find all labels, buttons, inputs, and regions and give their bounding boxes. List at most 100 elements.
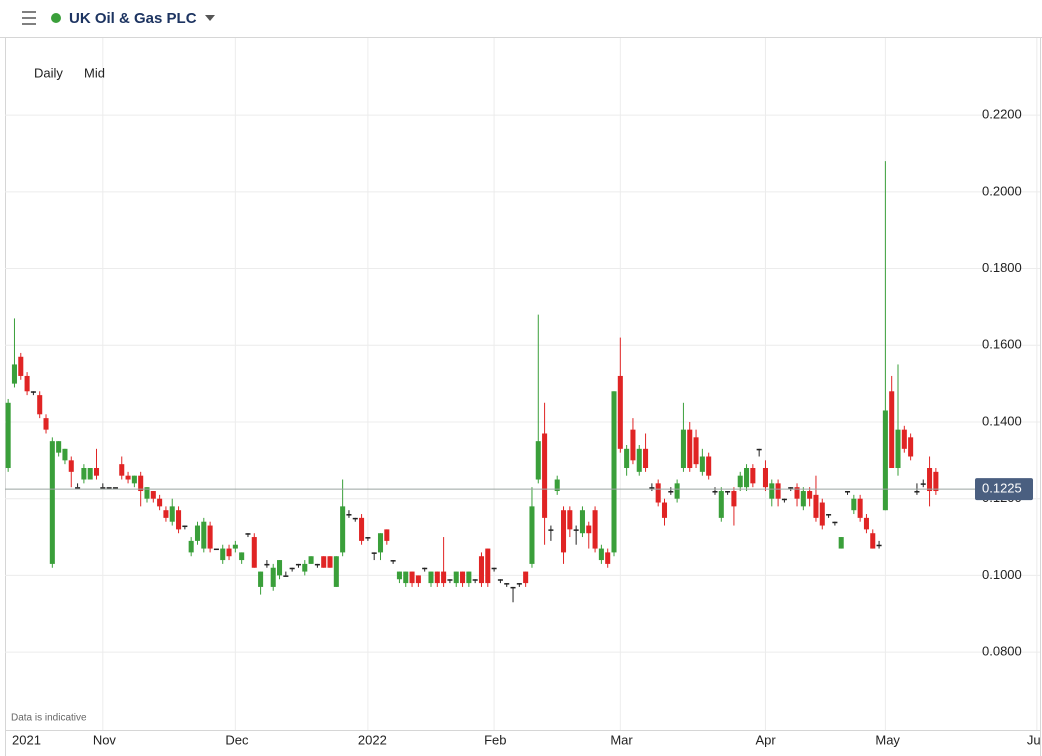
- menu-icon[interactable]: [22, 11, 36, 25]
- candle-body: [542, 433, 548, 518]
- candle-body: [668, 491, 674, 493]
- candle-body: [239, 552, 245, 561]
- candle-body: [775, 483, 781, 499]
- candle-body: [661, 502, 668, 518]
- candle-body: [655, 483, 661, 503]
- candle-body: [819, 502, 825, 526]
- candle-body: [863, 517, 869, 530]
- candle-body: [112, 487, 118, 489]
- candle-body: [106, 487, 112, 489]
- candle-body: [295, 563, 301, 566]
- candle-body: [226, 548, 232, 557]
- candle-body: [794, 487, 800, 499]
- candle-body: [409, 571, 415, 584]
- candle-body: [712, 491, 718, 493]
- candle-body: [762, 468, 768, 488]
- candle-body: [138, 475, 144, 492]
- candle-body: [30, 391, 36, 393]
- x-tick-label: Feb: [484, 732, 506, 747]
- candle-body: [24, 375, 30, 392]
- candle-body: [258, 571, 264, 587]
- candle-body: [150, 491, 156, 499]
- candle-body: [251, 537, 257, 568]
- candle-body: [302, 563, 308, 572]
- y-tick-label: 0.2200: [982, 107, 1022, 122]
- candle-body: [390, 560, 396, 562]
- candle-body: [182, 525, 188, 528]
- instrument-title[interactable]: UK Oil & Gas PLC: [69, 10, 197, 27]
- candle-body: [352, 517, 358, 520]
- y-tick-label: 0.1800: [982, 260, 1022, 275]
- candle-body: [213, 548, 219, 551]
- candle-body: [308, 556, 314, 564]
- candle-body: [194, 525, 201, 541]
- candle-body: [314, 563, 320, 566]
- candle-body: [636, 448, 642, 472]
- candle-body: [62, 448, 68, 461]
- y-tick-label: 0.0800: [982, 644, 1022, 659]
- x-tick-label: Mar: [610, 732, 633, 747]
- grid: [5, 38, 1040, 730]
- price-type-button[interactable]: Mid: [84, 65, 105, 80]
- dropdown-arrow[interactable]: [205, 15, 215, 21]
- candle-body: [914, 491, 920, 493]
- last-price-label: 0.1225: [982, 481, 1022, 496]
- candle-body: [516, 583, 522, 585]
- candle-body: [119, 464, 125, 476]
- candle-body: [706, 456, 712, 476]
- candle-body: [43, 418, 49, 430]
- candle-body: [592, 510, 598, 549]
- candle-body: [289, 567, 295, 570]
- candle-body: [131, 475, 137, 484]
- candle-body: [422, 567, 428, 570]
- candle-body: [586, 525, 592, 534]
- x-tick-label: Ju: [1027, 732, 1041, 747]
- candle-body: [125, 475, 131, 480]
- candle-body: [365, 537, 371, 539]
- candle-body: [81, 468, 87, 480]
- candle-body: [460, 571, 466, 584]
- candle-body: [346, 514, 352, 516]
- candle-body: [693, 437, 699, 465]
- candle-body: [807, 491, 813, 499]
- candle-body: [737, 475, 743, 488]
- candle-body: [359, 517, 365, 541]
- candle-body: [699, 456, 705, 472]
- candle-body: [750, 468, 756, 484]
- candle-body: [643, 448, 649, 469]
- candle-body: [832, 521, 838, 524]
- candle-body: [523, 571, 529, 584]
- interval-button[interactable]: Daily: [34, 65, 63, 80]
- candle-body: [725, 491, 731, 493]
- candle-body: [851, 498, 857, 511]
- candle-body: [687, 429, 693, 469]
- candle-body: [56, 441, 62, 453]
- candle-body: [920, 483, 926, 485]
- candle-body: [617, 375, 623, 449]
- status-dot: [51, 13, 61, 23]
- candle-body: [201, 521, 207, 549]
- candle-body: [624, 448, 630, 469]
- candle-body: [163, 510, 169, 518]
- candle-body: [428, 571, 434, 584]
- candle-body: [876, 544, 882, 547]
- candle-body: [535, 441, 541, 480]
- candle-body: [68, 460, 74, 472]
- x-tick-label: Dec: [225, 732, 249, 747]
- candle-body: [371, 552, 377, 554]
- candle-body: [870, 533, 876, 549]
- candle-body: [882, 410, 888, 511]
- candle-body: [453, 571, 459, 584]
- candle-body: [781, 498, 787, 501]
- candle-body: [813, 494, 819, 518]
- candle-body: [441, 571, 447, 584]
- candle-body: [447, 579, 453, 581]
- candle-body: [245, 533, 251, 535]
- candle-body: [176, 510, 182, 530]
- candle-body: [283, 575, 289, 577]
- candle-body: [598, 548, 604, 561]
- candle-body: [788, 487, 794, 489]
- candle-body: [529, 506, 535, 564]
